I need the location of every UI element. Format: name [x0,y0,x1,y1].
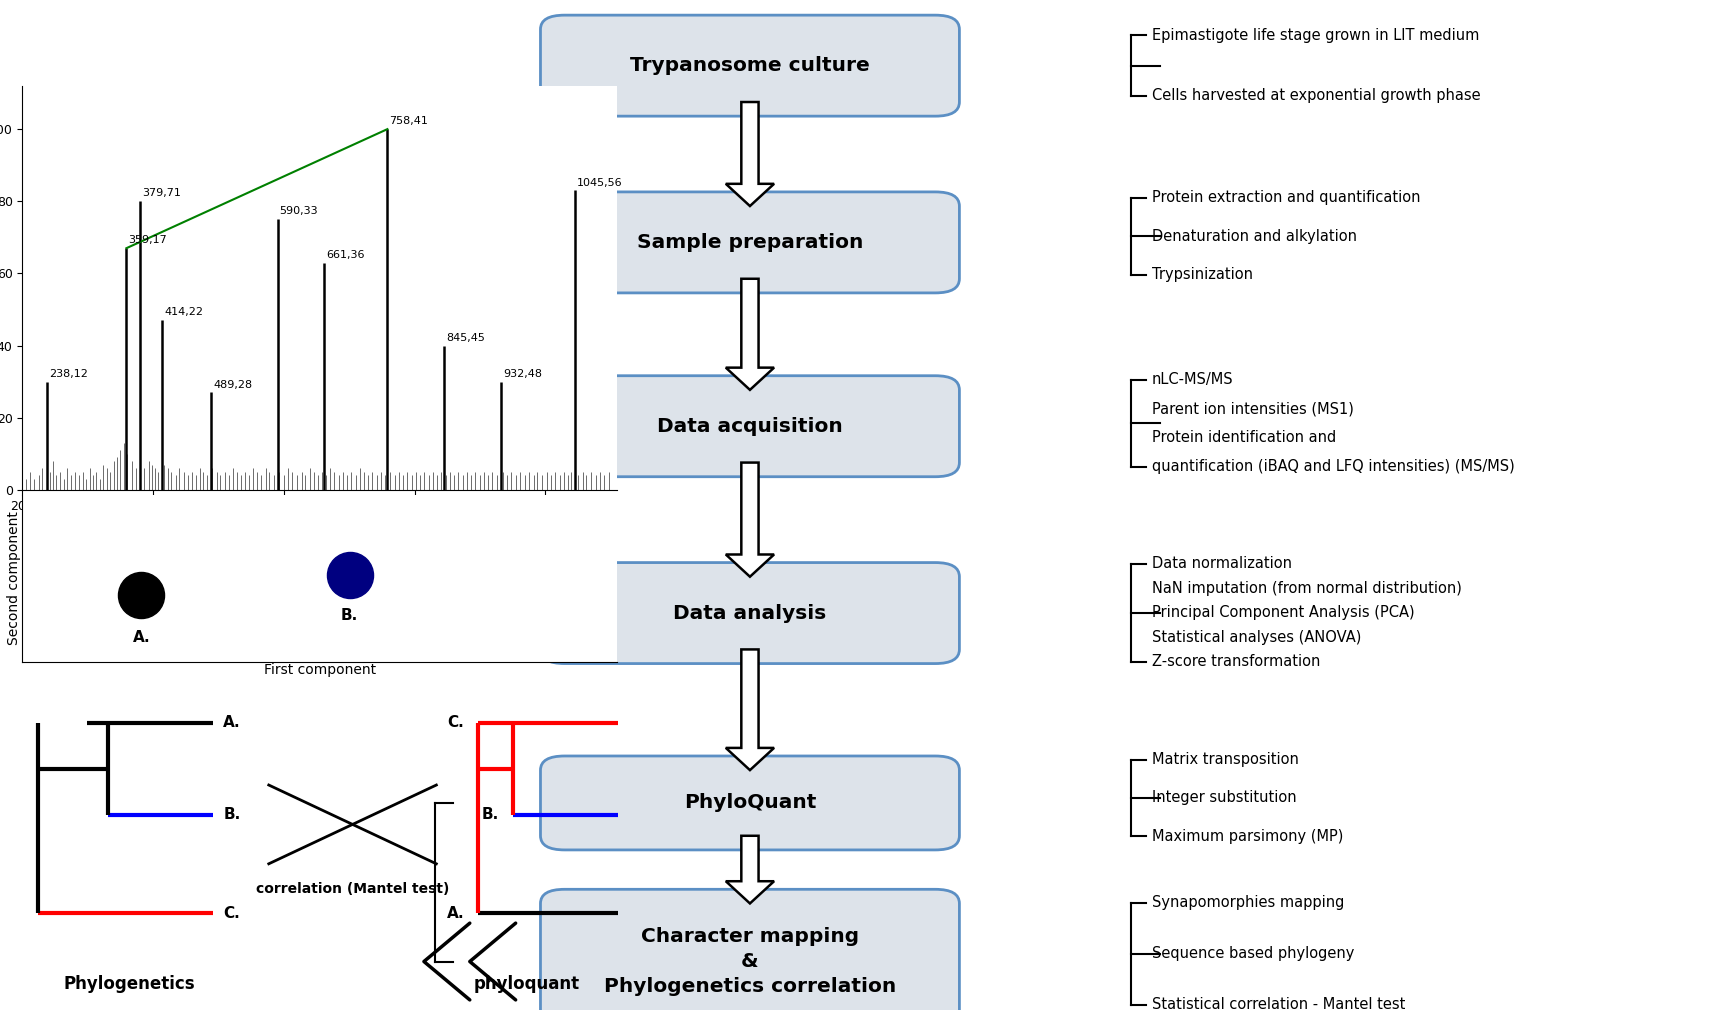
Text: 845,45: 845,45 [446,332,484,342]
Text: Epimastigote life stage grown in LIT medium: Epimastigote life stage grown in LIT med… [1151,28,1478,42]
Text: phyloquant: phyloquant [474,975,581,993]
Text: B.: B. [224,807,241,822]
Point [339,515,367,531]
Text: 489,28: 489,28 [214,380,253,390]
Text: NaN imputation (from normal distribution): NaN imputation (from normal distribution… [1151,581,1461,596]
Text: 590,33: 590,33 [279,206,319,216]
Text: Sample preparation: Sample preparation [636,233,863,251]
Text: Synapomorphies mapping: Synapomorphies mapping [1151,896,1344,910]
Text: 414,22: 414,22 [164,307,203,317]
FancyArrow shape [725,836,774,903]
FancyArrow shape [725,649,774,770]
FancyBboxPatch shape [541,563,958,664]
Text: Statistical correlation - Mantel test: Statistical correlation - Mantel test [1151,998,1404,1010]
FancyArrow shape [725,463,774,577]
Text: C.: C. [448,715,463,730]
Text: Data acquisition: Data acquisition [656,417,843,435]
X-axis label: m/z: m/z [307,518,333,532]
Point [336,567,364,583]
Text: Cells harvested at exponential growth phase: Cells harvested at exponential growth ph… [1151,89,1480,103]
Text: Data normalization: Data normalization [1151,557,1291,571]
Y-axis label: Second component: Second component [7,511,21,645]
Text: Integer substitution: Integer substitution [1151,791,1296,805]
Text: A.: A. [446,906,463,920]
Text: C.: C. [345,531,362,546]
Text: Phylogenetics: Phylogenetics [64,975,195,993]
FancyBboxPatch shape [541,192,958,293]
Text: B.: B. [482,807,500,822]
FancyBboxPatch shape [541,376,958,477]
FancyArrow shape [725,102,774,206]
Text: quantification (iBAQ and LFQ intensities) (MS/MS): quantification (iBAQ and LFQ intensities… [1151,460,1513,474]
Text: Denaturation and alkylation: Denaturation and alkylation [1151,229,1356,243]
Text: 379,71: 379,71 [141,189,181,198]
Text: Z-score transformation: Z-score transformation [1151,654,1320,669]
Text: nLC-MS/MS: nLC-MS/MS [1151,373,1232,387]
Text: Statistical analyses (ANOVA): Statistical analyses (ANOVA) [1151,629,1359,644]
FancyBboxPatch shape [541,755,958,850]
Text: Trypsinization: Trypsinization [1151,268,1253,282]
FancyBboxPatch shape [541,15,958,116]
Text: 932,48: 932,48 [503,369,541,379]
Text: 661,36: 661,36 [326,249,364,260]
Point [128,587,155,603]
Text: 1045,56: 1045,56 [577,178,622,188]
Text: Parent ion intensities (MS1): Parent ion intensities (MS1) [1151,401,1353,416]
Text: Maximum parsimony (MP): Maximum parsimony (MP) [1151,829,1342,843]
Text: Data analysis: Data analysis [674,604,825,622]
Text: Protein extraction and quantification: Protein extraction and quantification [1151,191,1420,205]
Text: B.: B. [341,608,358,623]
Text: A.: A. [224,715,241,730]
Text: 359,17: 359,17 [128,235,167,245]
Text: 758,41: 758,41 [389,116,427,126]
Text: A.: A. [133,629,150,644]
Text: PhyloQuant: PhyloQuant [684,794,815,812]
Text: Matrix transposition: Matrix transposition [1151,752,1297,767]
FancyArrow shape [725,279,774,390]
Text: Sequence based phylogeny: Sequence based phylogeny [1151,946,1353,962]
Text: 238,12: 238,12 [50,369,88,379]
FancyBboxPatch shape [541,889,958,1010]
X-axis label: First component: First component [264,663,376,677]
Text: Character mapping
&
Phylogenetics correlation: Character mapping & Phylogenetics correl… [603,927,896,996]
Text: Protein identification and: Protein identification and [1151,430,1335,445]
Text: Principal Component Analysis (PCA): Principal Component Analysis (PCA) [1151,605,1413,620]
Text: Trypanosome culture: Trypanosome culture [629,57,870,75]
Text: correlation (Mantel test): correlation (Mantel test) [255,883,450,896]
Text: C.: C. [224,906,239,920]
